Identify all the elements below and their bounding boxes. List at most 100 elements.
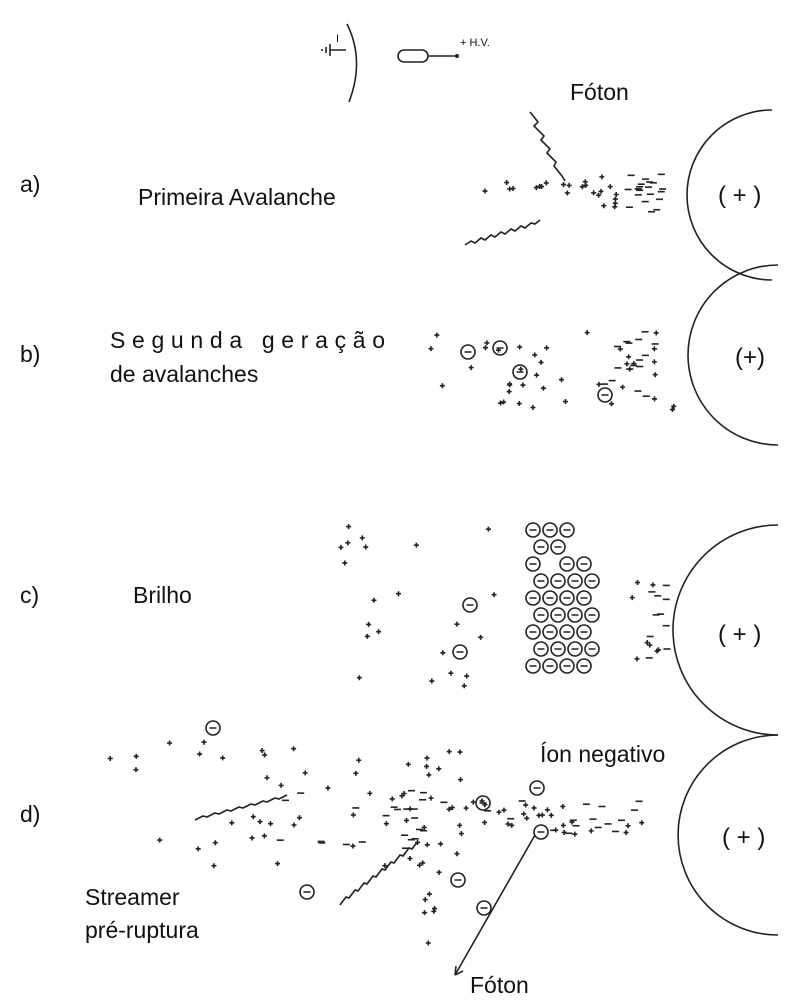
negative-ion xyxy=(525,590,541,606)
positive-ion xyxy=(491,592,497,598)
ground xyxy=(321,44,346,56)
negative-ion xyxy=(476,900,492,916)
positive-ion xyxy=(457,822,463,828)
positive-ion xyxy=(599,174,605,180)
positive-ion xyxy=(482,819,488,825)
voltage-label: + H.V. xyxy=(460,37,490,49)
positive-ion xyxy=(634,656,640,662)
positive-ion xyxy=(383,821,389,827)
electrode xyxy=(687,264,779,446)
positive-ion xyxy=(496,809,502,815)
positive-ion xyxy=(436,766,442,772)
caption: Streamer xyxy=(85,884,180,910)
positive-ion xyxy=(291,746,297,752)
positive-ion xyxy=(432,906,438,912)
positive-ion xyxy=(424,763,430,769)
positive-ion xyxy=(596,381,602,387)
positive-ion xyxy=(532,352,538,358)
positive-ion xyxy=(133,753,139,759)
annotation: Fóton xyxy=(570,79,629,105)
positive-ion xyxy=(371,597,377,603)
positive-ion xyxy=(561,829,567,835)
negative-ion xyxy=(559,556,575,572)
positive-ion xyxy=(262,752,268,758)
positive-ion xyxy=(625,823,631,829)
positive-ion xyxy=(359,535,365,541)
positive-ion xyxy=(530,404,536,410)
positive-ion xyxy=(458,831,464,837)
negative-ion xyxy=(567,641,583,657)
negative-ion xyxy=(475,795,491,811)
positive-ion xyxy=(468,365,474,371)
negative-ion xyxy=(525,624,541,640)
plane-electrode xyxy=(346,23,358,103)
positive-ion xyxy=(157,837,163,843)
positive-ion xyxy=(261,833,267,839)
caption: Segunda geração xyxy=(110,327,385,353)
negative-ion xyxy=(559,590,575,606)
positive-ion xyxy=(350,843,356,849)
negative-ion xyxy=(525,556,541,572)
positive-ion xyxy=(510,185,516,191)
positive-ion xyxy=(572,831,578,837)
rod-electrode xyxy=(397,49,429,63)
negative-ion xyxy=(576,590,592,606)
positive-ion xyxy=(448,670,454,676)
negative-ion xyxy=(559,624,575,640)
positive-ion xyxy=(424,755,430,761)
positive-ion xyxy=(654,648,660,654)
positive-ion xyxy=(363,544,369,550)
positive-ion xyxy=(107,755,113,761)
positive-ion xyxy=(364,633,370,639)
positive-ion xyxy=(579,184,585,190)
caption: Brilho xyxy=(133,582,192,608)
negative-ion xyxy=(512,364,528,380)
terminal xyxy=(455,54,459,58)
positive-ion xyxy=(434,332,440,338)
positive-ion xyxy=(376,629,382,635)
current-label: I xyxy=(336,33,339,45)
electrode-label: (+) xyxy=(735,344,765,371)
negative-ion xyxy=(559,658,575,674)
positive-ion xyxy=(446,806,452,812)
electrode xyxy=(672,524,779,736)
positive-ion xyxy=(264,775,270,781)
positive-ion xyxy=(429,678,435,684)
positive-ion xyxy=(498,400,504,406)
negative-ion xyxy=(533,607,549,623)
negative-ion xyxy=(460,344,476,360)
positive-ion xyxy=(544,345,550,351)
positive-ion xyxy=(650,582,656,588)
positive-ion xyxy=(211,863,217,869)
panel-label: d) xyxy=(20,801,40,827)
positive-ion xyxy=(623,830,629,836)
positive-ion xyxy=(501,399,507,405)
positive-ion xyxy=(538,359,544,365)
positive-ion xyxy=(543,180,549,186)
negative-ion xyxy=(205,720,221,736)
positive-ion xyxy=(607,184,613,190)
positive-ion xyxy=(353,770,359,776)
negative-ion xyxy=(452,644,468,660)
positive-ion xyxy=(501,807,507,813)
panel-label: b) xyxy=(20,341,40,367)
positive-ion xyxy=(420,860,426,866)
positive-ion xyxy=(356,757,362,763)
negative-ion xyxy=(550,539,566,555)
negative-ion xyxy=(567,607,583,623)
negative-ion xyxy=(584,607,600,623)
negative-ion xyxy=(550,641,566,657)
positive-ion xyxy=(540,385,546,391)
positive-ion xyxy=(229,820,235,826)
positive-ion xyxy=(613,192,619,198)
positive-ion xyxy=(249,835,255,841)
positive-ion xyxy=(484,340,490,346)
positive-ion xyxy=(620,384,626,390)
schematic: I + H.V. xyxy=(321,23,490,103)
positive-ion xyxy=(439,383,445,389)
positive-ion xyxy=(596,192,602,198)
positive-ion xyxy=(278,782,284,788)
negative-ion xyxy=(533,641,549,657)
positive-ion xyxy=(485,526,491,532)
positive-ion xyxy=(584,330,590,336)
